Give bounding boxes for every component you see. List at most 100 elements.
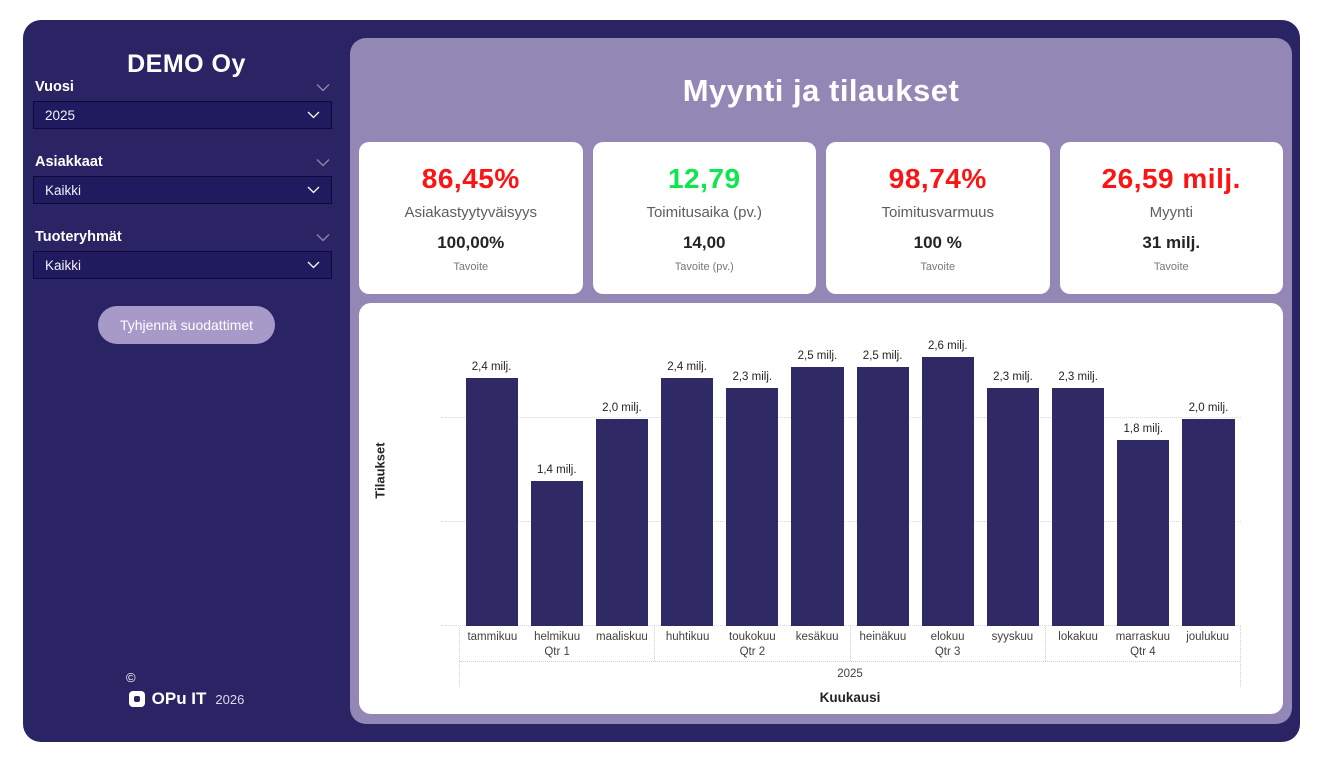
chevron-down-icon (307, 261, 320, 269)
bar-helmikuu[interactable]: 1,4 milj. (524, 323, 589, 626)
axis-box: tammikuu helmikuu maaliskuu Qtr 1 huhtikuu to… (459, 626, 1241, 687)
kpi-target-label: Tavoite (920, 261, 956, 273)
opu-it-logo-icon (128, 691, 145, 707)
kpi-label: Toimitusvarmuus (881, 204, 995, 221)
bar-joulukuu[interactable]: 2,0 milj. (1176, 323, 1241, 626)
chevron-down-icon[interactable] (316, 233, 330, 242)
brand-year: 2026 (215, 691, 245, 707)
plot-area: 2,4 milj. 1,4 milj. 2,0 milj. 2,4 milj. 2,3 … (441, 323, 1241, 626)
bar-data-label: 2,3 milj. (1058, 371, 1098, 383)
kpi-label: Asiakastyytyväisyys (404, 204, 538, 221)
kpi-target-value: 100 % (913, 233, 962, 252)
bar-data-label: 2,6 milj. (927, 340, 968, 352)
vuosi-dropdown-value: 2025 (45, 107, 76, 123)
kpi-target-value: 31 milj. (1142, 233, 1201, 252)
bar-data-label: 1,4 milj. (536, 464, 577, 476)
vuosi-dropdown[interactable]: 2025 (33, 101, 332, 129)
kpi-target-value: 14,00 (682, 233, 726, 252)
quarter-group-1: tammikuu helmikuu maaliskuu Qtr 1 (460, 626, 654, 661)
bar-huhtikuu[interactable]: 2,4 milj. (655, 323, 720, 626)
brand-name: OPu IT (151, 689, 207, 708)
quarter-group-4: lokakuu marraskuu joulukuu Qtr 4 (1044, 626, 1240, 661)
bar-rect[interactable] (856, 367, 909, 626)
orders-bar-chart: Tilaukset 2,4 milj. 1,4 milj. 2,0 milj. 2,4… (359, 303, 1283, 714)
kpi-card-toimitusvarmuus: 98,74% Toimitusvarmuus 100 % Tavoite (826, 142, 1050, 294)
bar-rect[interactable] (595, 419, 648, 626)
bar-lokakuu[interactable]: 2,3 milj. (1046, 323, 1111, 626)
bar-rect[interactable] (921, 357, 974, 626)
kpi-value: 12,79 (667, 163, 741, 194)
asiakkaat-dropdown[interactable]: Kaikki (33, 176, 332, 204)
bar-data-label: 2,4 milj. (667, 361, 707, 373)
kpi-target-label: Tavoite (453, 261, 489, 273)
company-title: DEMO Oy (127, 50, 246, 78)
bar-data-label: 2,0 milj. (1188, 402, 1229, 414)
bar-toukokuu[interactable]: 2,3 milj. (720, 323, 785, 626)
slicer-asiakkaat-header: Asiakkaat (33, 154, 332, 176)
bar-data-label: 2,0 milj. (602, 402, 642, 414)
bar-rect[interactable] (1052, 388, 1105, 626)
month-label-heinäkuu: heinäkuu (859, 631, 907, 643)
bar-maaliskuu[interactable]: 2,0 milj. (589, 323, 654, 626)
bar-heinäkuu[interactable]: 2,5 milj. (850, 323, 915, 626)
bar-kesäkuu[interactable]: 2,5 milj. (785, 323, 850, 626)
quarter-group-2: huhtikuu toukokuu kesäkuu Qtr 2 (654, 626, 849, 661)
month-label-lokakuu: lokakuu (1058, 631, 1098, 643)
main-panel: Myynti ja tilaukset 86,45% Asiakastyytyv… (350, 38, 1292, 724)
dashboard-window: DEMO Oy Vuosi 2025 Asiakkaat Kaikki (23, 20, 1300, 742)
sidebar-footer: © OPu IT 2026 (23, 671, 350, 712)
bar-rect[interactable] (661, 378, 714, 626)
quarter-group-3: heinäkuu elokuu syyskuu Qtr 3 (849, 626, 1045, 661)
month-label-toukokuu: toukokuu (729, 631, 776, 643)
bar-data-label: 2,3 milj. (993, 371, 1033, 383)
kpi-card-myynti: 26,59 milj. Myynti 31 milj. Tavoite (1059, 142, 1283, 294)
bar-rect[interactable] (726, 388, 779, 626)
bar-data-label: 2,4 milj. (471, 361, 512, 373)
month-label-joulukuu: joulukuu (1186, 631, 1230, 643)
slicer-tuoteryhmat: Tuoteryhmät Kaikki (33, 229, 332, 279)
month-label-maaliskuu: maaliskuu (595, 631, 648, 643)
kpi-row: 86,45% Asiakastyytyväisyys 100,00% Tavoi… (359, 142, 1283, 294)
slicer-asiakkaat-label: Asiakkaat (35, 154, 103, 170)
bar-data-label: 2,5 milj. (862, 350, 903, 362)
bar-elokuu[interactable]: 2,6 milj. (915, 323, 980, 626)
bar-data-label: 2,5 milj. (797, 350, 838, 362)
bar-data-label: 1,8 milj. (1123, 423, 1164, 435)
chevron-down-icon[interactable] (316, 83, 330, 92)
month-label-kesäkuu: kesäkuu (795, 631, 839, 643)
page-title: Myynti ja tilaukset (682, 73, 960, 108)
kpi-value: 98,74% (888, 163, 987, 194)
month-label-syyskuu: syyskuu (991, 631, 1034, 643)
kpi-label: Myynti (1149, 204, 1193, 221)
month-label-elokuu: elokuu (930, 631, 965, 643)
kpi-value: 86,45% (421, 163, 520, 194)
tuoteryhmat-dropdown[interactable]: Kaikki (33, 251, 332, 279)
quarter-label: Qtr 3 (934, 646, 961, 658)
bars: 2,4 milj. 1,4 milj. 2,0 milj. 2,4 milj. 2,3 … (459, 323, 1241, 626)
chevron-down-icon[interactable] (316, 158, 330, 167)
chevron-down-icon (307, 186, 320, 194)
bar-syyskuu[interactable]: 2,3 milj. (980, 323, 1045, 626)
bar-marraskuu[interactable]: 1,8 milj. (1111, 323, 1176, 626)
slicer-tuoteryhmat-label: Tuoteryhmät (35, 229, 122, 245)
month-label-huhtikuu: huhtikuu (665, 631, 710, 643)
sidebar: DEMO Oy Vuosi 2025 Asiakkaat Kaikki (23, 20, 350, 742)
slicer-vuosi-header: Vuosi (33, 79, 332, 101)
bar-data-label: 2,3 milj. (732, 371, 773, 383)
slicer-tuoteryhmat-header: Tuoteryhmät (33, 229, 332, 251)
asiakkaat-dropdown-value: Kaikki (45, 182, 82, 198)
month-label-tammikuu: tammikuu (467, 631, 518, 643)
brand-row: OPu IT 2026 (128, 689, 245, 709)
bar-rect[interactable] (791, 367, 844, 626)
bar-rect[interactable] (1182, 419, 1235, 626)
slicer-asiakkaat: Asiakkaat Kaikki (33, 154, 332, 204)
bar-rect[interactable] (530, 481, 583, 626)
bar-rect[interactable] (986, 388, 1040, 626)
x-axis-title: Kuukausi (819, 690, 881, 705)
bar-tammikuu[interactable]: 2,4 milj. (459, 323, 524, 626)
slicer-vuosi-label: Vuosi (35, 79, 74, 95)
x-axis-year: 2025 (460, 661, 1240, 687)
bar-rect[interactable] (1117, 440, 1170, 626)
bar-rect[interactable] (465, 378, 518, 626)
clear-filters-button[interactable]: Tyhjennä suodattimet (98, 306, 275, 344)
